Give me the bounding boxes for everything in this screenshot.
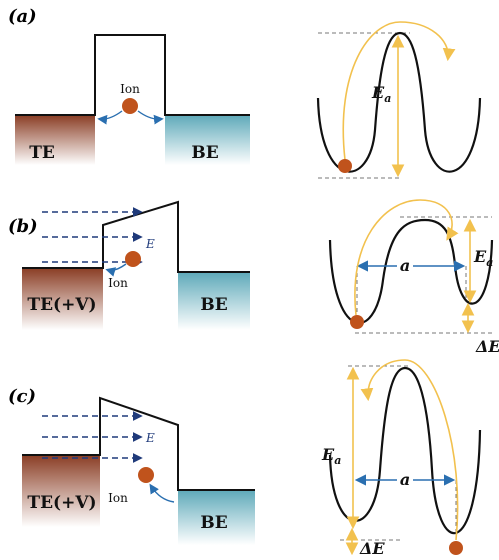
te-label: TE(+V)	[27, 493, 96, 513]
energy-shift: ΔE	[475, 337, 499, 356]
panel-label: (b)	[8, 216, 38, 237]
hop-arrow	[151, 486, 174, 502]
ion	[350, 315, 364, 329]
panel-label: (c)	[8, 386, 36, 407]
ion	[449, 541, 463, 555]
be-label: BE	[200, 295, 227, 315]
hop-arrow	[100, 111, 122, 119]
activation-energy: Ea	[321, 445, 341, 467]
te-label: TE(+V)	[27, 295, 96, 315]
be-label: BE	[191, 143, 218, 163]
spacing-label: a	[400, 256, 410, 275]
figure: (a) TE BE Ion Ea (b) TE(+V) BE E Ion	[0, 0, 499, 560]
activation-energy: Ea	[473, 247, 493, 269]
potential-well	[318, 33, 480, 172]
ion	[138, 467, 154, 483]
hop-arrow	[108, 264, 126, 270]
ion	[338, 159, 352, 173]
te-label: TE	[29, 143, 55, 163]
energy-shift: ΔE	[359, 539, 385, 558]
be-label: BE	[200, 513, 227, 533]
top-electrode	[22, 455, 100, 527]
hop-arrow	[138, 111, 161, 119]
activation-energy: Ea	[371, 83, 391, 105]
panel-b: (b) TE(+V) BE E Ion a Ea ΔE	[8, 200, 499, 356]
panel-label: (a)	[8, 6, 37, 27]
field-label: E	[145, 237, 155, 251]
panel-c: (c) TE(+V) BE E Ion Ea ΔE a	[8, 360, 480, 558]
hop-path	[343, 22, 448, 160]
field-label: E	[145, 431, 155, 445]
ion	[125, 251, 141, 267]
ion-label: Ion	[108, 491, 128, 505]
ion-label: Ion	[120, 82, 140, 96]
top-electrode	[15, 115, 95, 165]
spacing-label: a	[400, 470, 410, 489]
ion	[122, 98, 138, 114]
panel-a: (a) TE BE Ion Ea	[8, 6, 480, 178]
ion-label: Ion	[108, 276, 128, 290]
